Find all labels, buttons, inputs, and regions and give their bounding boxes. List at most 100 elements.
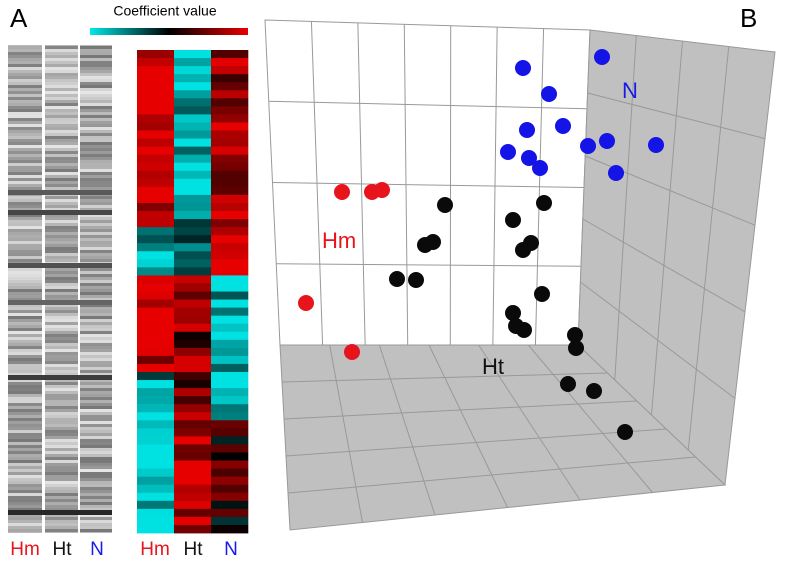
heatmap-cell: [137, 202, 175, 212]
heatmap-cell: [211, 444, 249, 453]
heatmap-cell: [211, 460, 249, 469]
gel-band: [80, 166, 112, 169]
gel-band: [80, 172, 112, 175]
lane-label: N: [90, 539, 104, 560]
gel-band: [80, 229, 112, 232]
gel-band: [8, 214, 42, 217]
gel-band: [8, 298, 42, 301]
gel-band: [80, 46, 112, 49]
gel-band: [8, 166, 42, 169]
gel-band: [45, 466, 78, 469]
gel-band: [45, 436, 78, 439]
gel-band: [80, 391, 112, 394]
gel-band: [8, 300, 112, 305]
gel-band: [80, 481, 112, 484]
heatmap-cell: [137, 243, 175, 252]
heatmap-cell: [137, 82, 175, 91]
gel-band: [80, 250, 112, 253]
gel-band: [8, 448, 42, 451]
gel-band: [80, 97, 112, 100]
lane-label: Hm: [10, 539, 40, 560]
gel-band: [8, 241, 42, 244]
gel-band: [80, 328, 112, 331]
heatmap-cell: [137, 412, 175, 421]
gel-band: [45, 115, 78, 118]
heatmap-cell: [174, 331, 212, 341]
gel-band: [45, 388, 78, 391]
heatmap-cell: [211, 307, 249, 317]
heatmap-cell: [211, 468, 249, 478]
gel-band: [80, 295, 112, 298]
heatmap-cell: [174, 283, 212, 292]
gel-band: [45, 358, 78, 361]
heatmap-cell: [174, 355, 212, 365]
heatmap-cell: [174, 202, 212, 212]
heatmap-cell: [211, 186, 249, 196]
gel-band: [8, 94, 42, 97]
gel-band: [45, 319, 78, 322]
gel-band: [80, 418, 112, 421]
heatmap-cell: [211, 82, 249, 91]
gel-band: [8, 181, 42, 184]
gel-band: [45, 508, 78, 511]
heatmap-cell: [137, 372, 175, 381]
heatmap-cell: [174, 380, 212, 389]
gel-band: [45, 73, 78, 76]
heatmap-cell: [211, 363, 249, 373]
gel-band: [80, 412, 112, 415]
heatmap-cell: [137, 114, 175, 123]
heatmap-cell: [174, 251, 212, 260]
gel-band: [80, 340, 112, 343]
gel-band: [8, 337, 42, 340]
gel-band: [80, 94, 112, 97]
gel-band: [80, 52, 112, 55]
gel-band: [45, 70, 78, 73]
point: [536, 195, 552, 211]
gel-band: [45, 298, 78, 301]
gel-band: [8, 331, 42, 334]
heatmap-cell: [137, 58, 175, 67]
gel-band: [45, 307, 78, 310]
gel-band: [80, 475, 112, 478]
gel-band: [80, 373, 112, 376]
gel-band: [45, 505, 78, 508]
gel-band: [8, 508, 42, 511]
grid-line: [428, 344, 508, 508]
gel-band: [80, 403, 112, 406]
gel-band: [8, 418, 42, 421]
colorbar-label: Coefficient value: [113, 3, 216, 19]
gel-band: [8, 263, 112, 268]
gel-band: [8, 313, 42, 316]
gel-band: [45, 184, 78, 187]
gel-band: [80, 163, 112, 166]
gel-band: [45, 427, 78, 430]
gel-band: [8, 352, 42, 355]
heatmap-cell: [211, 476, 249, 486]
heatmap-cell: [137, 315, 175, 325]
gel-band: [8, 118, 42, 121]
gel-band: [8, 307, 42, 310]
gel-band: [80, 133, 112, 136]
heatmap-cell: [137, 178, 175, 188]
heatmap-cell: [211, 283, 249, 292]
gel-band: [8, 91, 42, 94]
grid-line: [285, 428, 667, 457]
grid-line: [587, 92, 766, 140]
gel-band: [8, 103, 42, 106]
gel-band: [80, 103, 112, 106]
gel-band: [45, 328, 78, 331]
heatmap-cell: [137, 138, 175, 147]
gel-band: [80, 325, 112, 328]
gel-band: [45, 175, 78, 178]
panel-label: A: [10, 3, 28, 33]
heatmap-cell: [211, 227, 249, 236]
heatmap-cell: [137, 146, 175, 156]
gel-band: [8, 106, 42, 109]
gel-band: [80, 499, 112, 502]
gel-band: [80, 109, 112, 112]
gel-band: [8, 232, 42, 235]
gel-band: [45, 145, 78, 148]
gel-band: [80, 457, 112, 460]
gel-band: [45, 295, 78, 298]
gel-band: [80, 115, 112, 118]
